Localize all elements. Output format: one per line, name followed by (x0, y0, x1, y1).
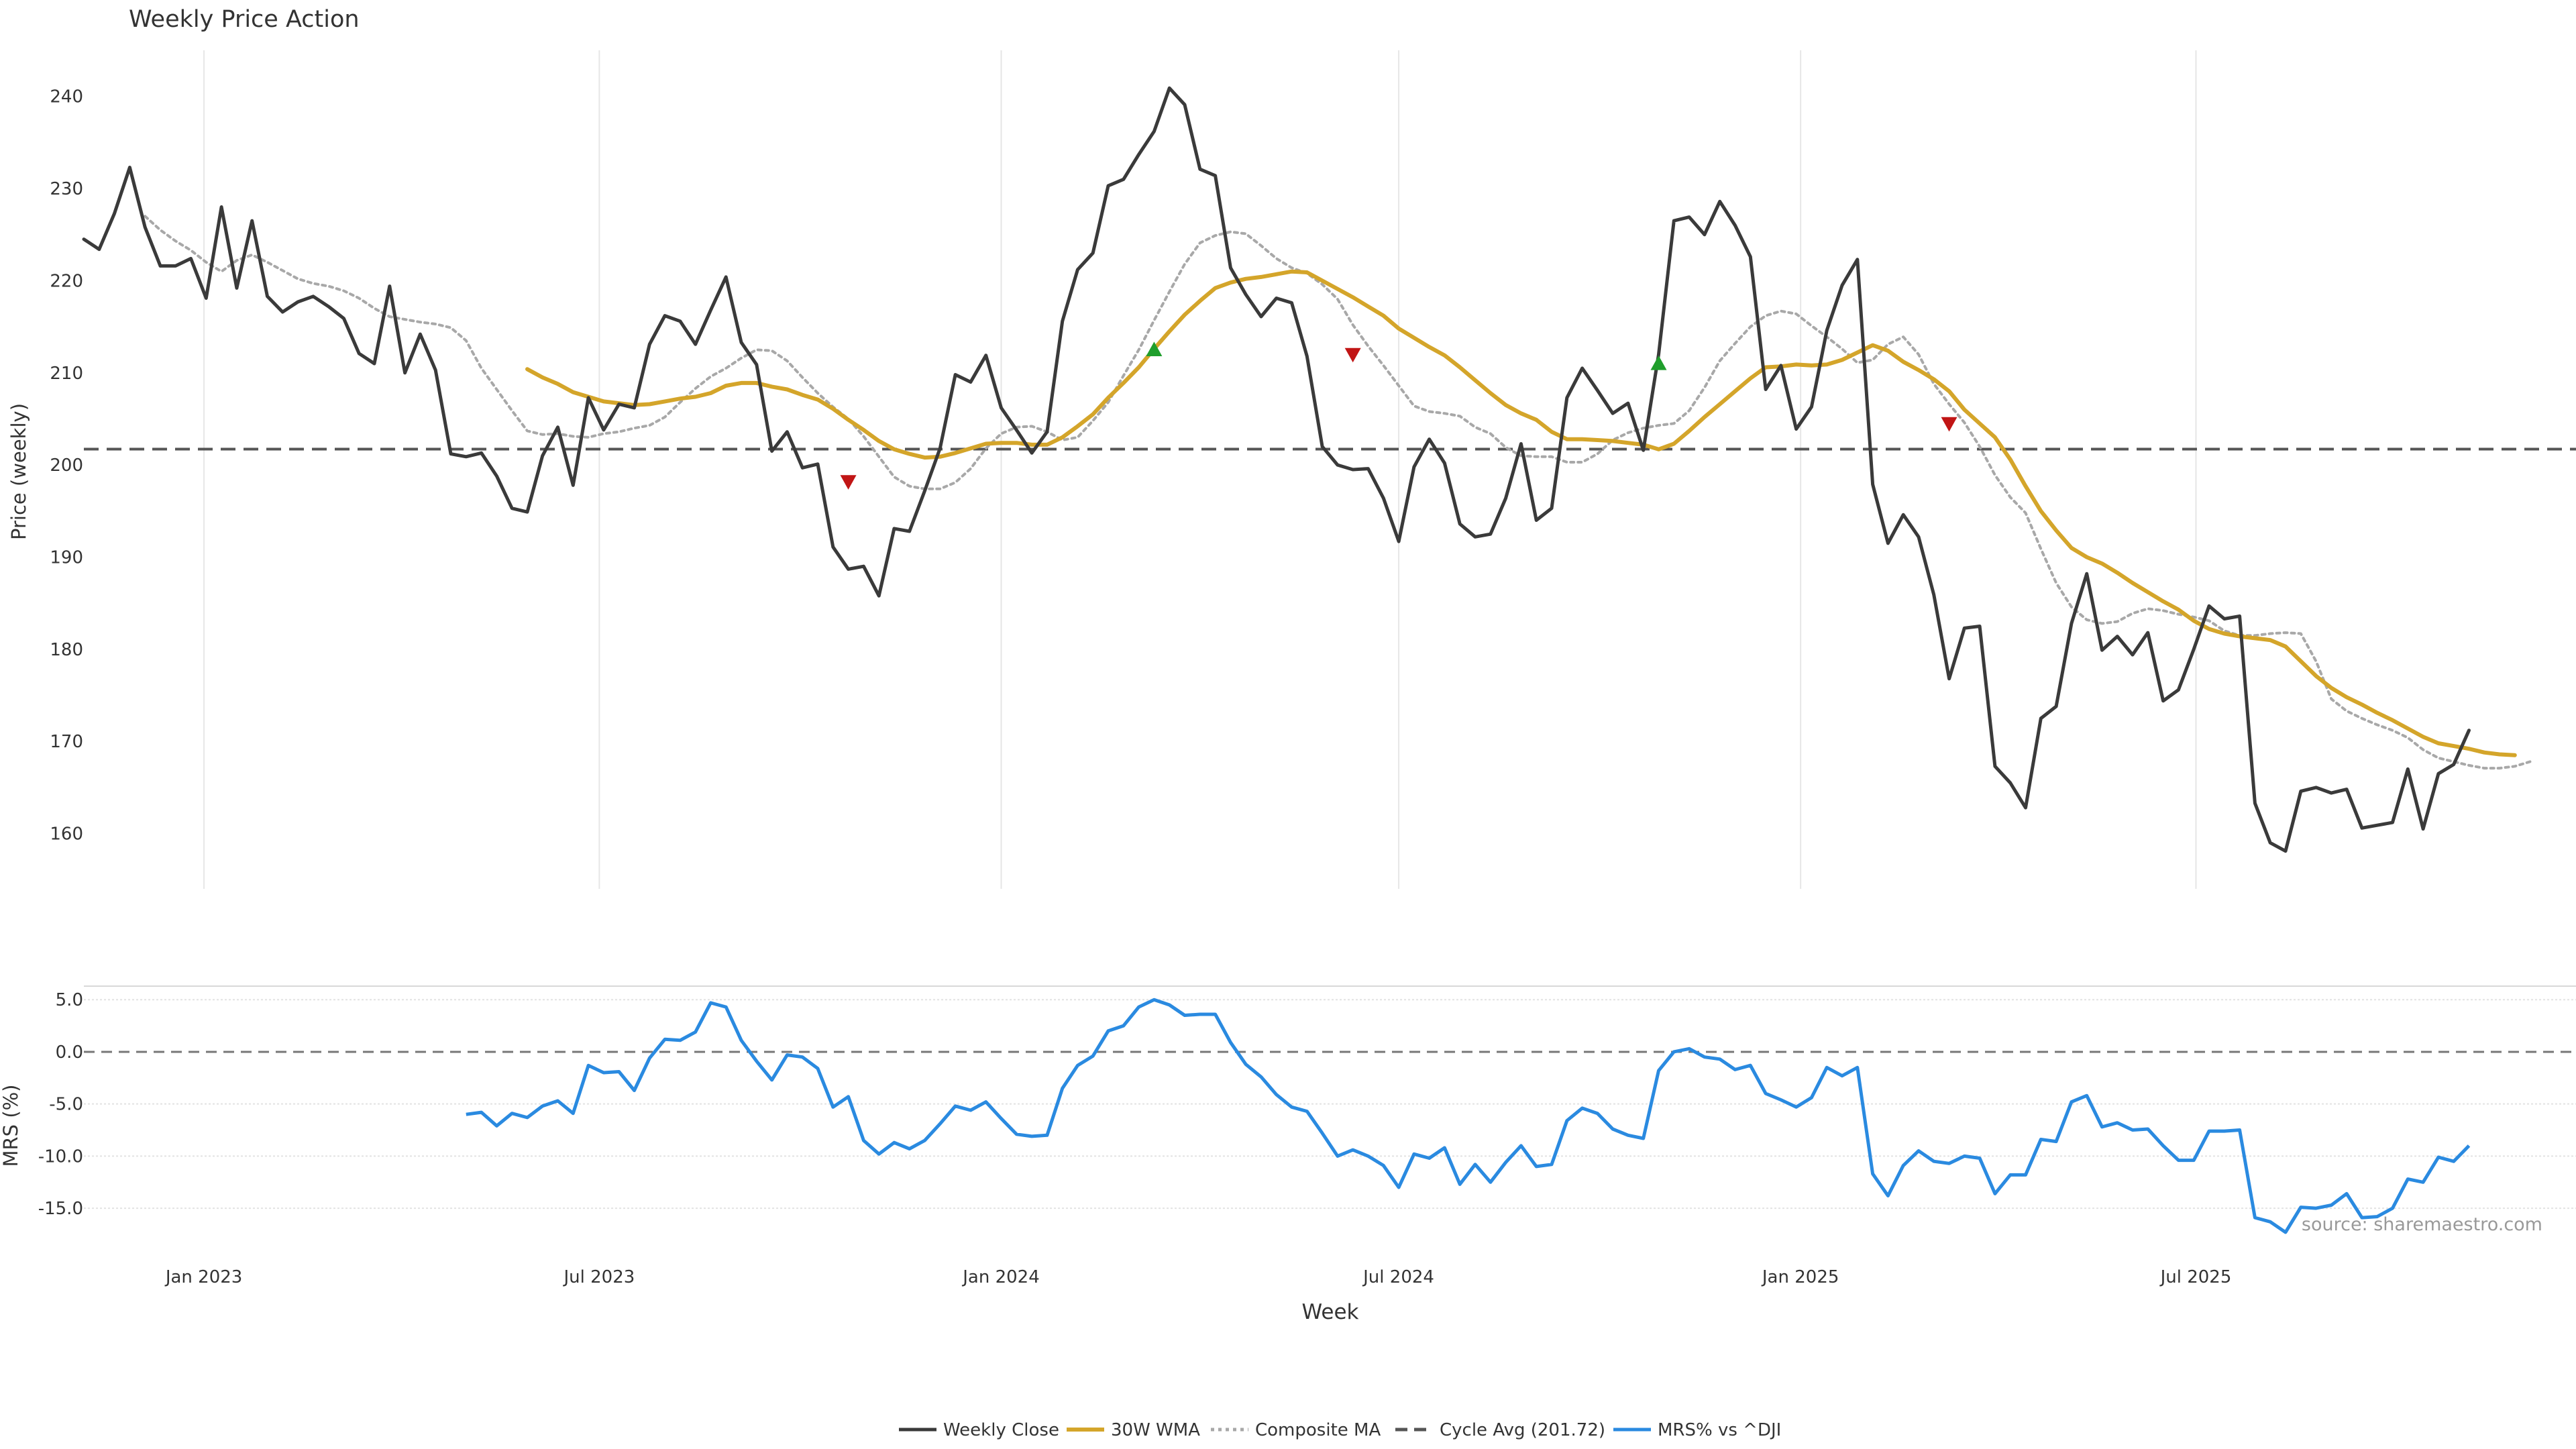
price-y-tick-label: 170 (50, 732, 83, 752)
buy-signal-marker (1650, 356, 1667, 370)
mrs-line (466, 998, 2471, 1234)
x-tick-label: Jan 2024 (961, 1267, 1040, 1287)
legend-label: Composite MA (1255, 1420, 1381, 1440)
x-tick-labels: Jan 2023 Jul 2023 Jan 2024 Jul 2024 Jan 2025… (164, 1267, 2232, 1287)
mrs-gridlines (84, 999, 2576, 1210)
x-axis-label: Week (1302, 1300, 1359, 1324)
price-y-tick-label: 180 (50, 640, 83, 660)
price-y-tick-label: 230 (50, 179, 83, 199)
legend-label: 30W WMA (1111, 1420, 1200, 1440)
close-line (82, 86, 2471, 853)
price-y-tick-label: 160 (50, 824, 83, 845)
composite-line (144, 215, 2532, 770)
x-tick-label: Jul 2024 (1362, 1267, 1434, 1287)
legend-item: Composite MA (1211, 1420, 1381, 1440)
mrs-y-tick-label: 5.0 (56, 990, 83, 1010)
price-y-tick-label: 240 (50, 87, 83, 107)
x-tick-label: Jul 2023 (562, 1267, 635, 1287)
price-y-tick-label: 190 (50, 547, 83, 568)
signal-markers (840, 341, 1957, 490)
legend-label: Weekly Close (943, 1420, 1059, 1440)
legend-item: MRS% vs ^DJI (1613, 1420, 1781, 1440)
legend: Weekly Close 30W WMA Composite MA Cycle Avg… (899, 1420, 1781, 1440)
x-tick-label: Jul 2025 (2159, 1267, 2232, 1287)
sell-signal-marker (1344, 347, 1361, 363)
legend-item: 30W WMA (1067, 1420, 1200, 1440)
wma-line (525, 269, 2517, 757)
legend-item: Cycle Avg (201.72) (1395, 1420, 1605, 1440)
price-y-axis-label: Price (weekly) (7, 403, 30, 540)
legend-label: MRS% vs ^DJI (1658, 1420, 1781, 1440)
chart-title: Weekly Price Action (129, 6, 360, 33)
mrs-y-tick-labels: 5.0 0.0 -5.0 -10.0 -15.0 (38, 990, 83, 1219)
sell-signal-marker (840, 475, 857, 490)
x-tick-label: Jan 2023 (164, 1267, 243, 1287)
legend-item: Weekly Close (899, 1420, 1059, 1440)
mrs-y-tick-label: -10.0 (38, 1146, 83, 1167)
mrs-series (466, 998, 2471, 1234)
price-y-tick-label: 220 (50, 271, 83, 291)
mrs-y-tick-label: 0.0 (56, 1042, 83, 1063)
sell-signal-marker (1941, 417, 1957, 432)
price-panel: 160 170 180 190 200 210 220 230 240 Price (weekl… (7, 50, 2576, 889)
mrs-y-axis-label: MRS (%) (0, 1085, 22, 1167)
price-y-tick-labels: 160 170 180 190 200 210 220 230 240 (50, 87, 83, 845)
mrs-y-tick-label: -15.0 (38, 1199, 83, 1219)
mrs-panel: 5.0 0.0 -5.0 -10.0 -15.0 MRS (%) source: sha… (0, 985, 2576, 1235)
price-y-tick-label: 200 (50, 455, 83, 476)
price-gridlines (203, 50, 2197, 889)
price-series (82, 86, 2576, 853)
source-credit: source: sharemaestro.com (2302, 1214, 2542, 1235)
mrs-y-tick-label: -5.0 (49, 1095, 83, 1115)
buy-signal-marker (1146, 341, 1163, 357)
x-tick-label: Jan 2025 (1761, 1267, 1839, 1287)
price-y-tick-label: 210 (50, 364, 83, 384)
legend-label: Cycle Avg (201.72) (1440, 1420, 1605, 1440)
